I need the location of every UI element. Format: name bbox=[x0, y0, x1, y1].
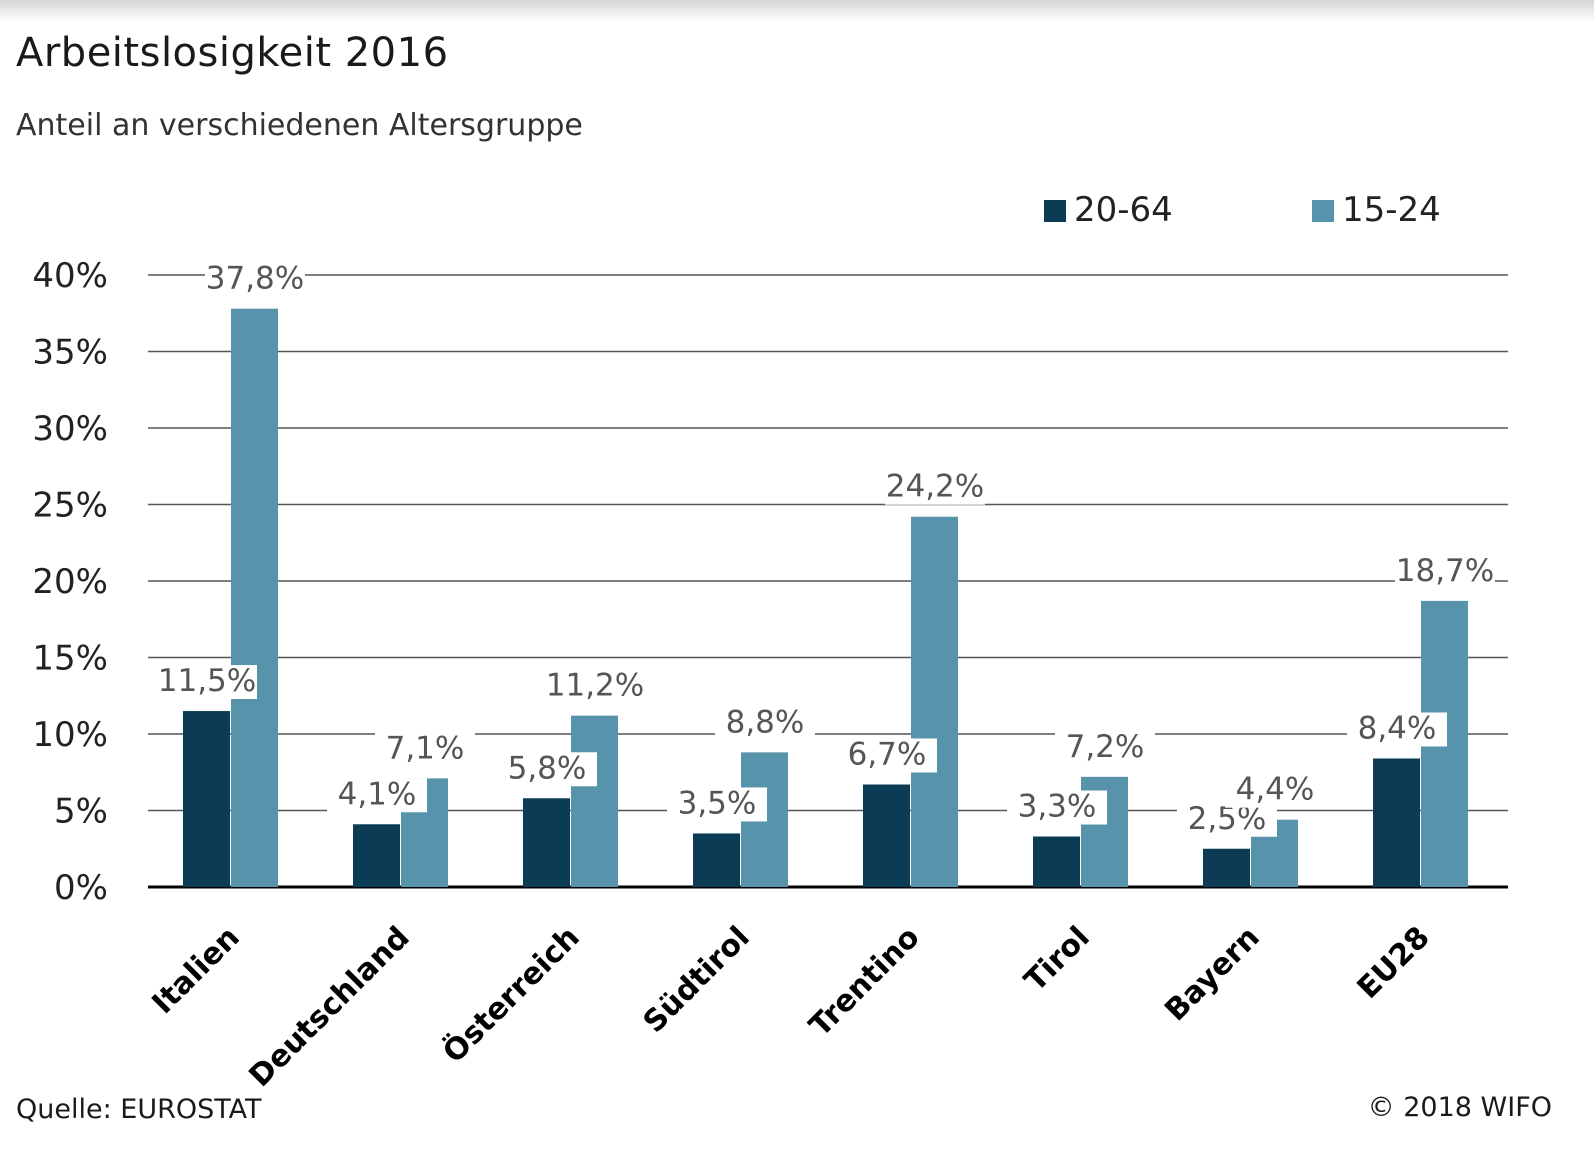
y-tick-label: 25% bbox=[32, 486, 108, 526]
x-tick-label: Bayern bbox=[1158, 920, 1266, 1028]
x-tick-label: Italien bbox=[146, 920, 247, 1021]
x-tick-label: Südtirol bbox=[637, 920, 757, 1040]
copyright-note: © 2018 WIFO bbox=[1367, 1092, 1552, 1123]
legend-label: 15-24 bbox=[1342, 190, 1441, 230]
bar-20-64-Bayern bbox=[1203, 848, 1250, 887]
bar-20-64-EU28 bbox=[1373, 758, 1420, 887]
y-axis-ticks: 0% 5% 10% 15% 20% 25% 30% 35% 40% bbox=[32, 256, 108, 908]
y-tick-label: 15% bbox=[32, 639, 108, 679]
data-label: 7,2% bbox=[1066, 729, 1145, 765]
y-tick-label: 0% bbox=[54, 868, 108, 908]
data-label-background bbox=[1395, 554, 1495, 589]
data-label: 11,5% bbox=[158, 663, 256, 699]
data-label-background bbox=[837, 738, 937, 773]
data-label-background bbox=[885, 470, 985, 505]
bar-20-64-Südtirol bbox=[693, 833, 740, 887]
bar-20-64-Tirol bbox=[1033, 836, 1080, 887]
x-tick-label: Trentino bbox=[803, 920, 927, 1044]
y-tick-label: 30% bbox=[32, 409, 108, 449]
y-tick-label: 40% bbox=[32, 256, 108, 296]
data-label: 24,2% bbox=[886, 469, 984, 505]
source-note: Quelle: EUROSTAT bbox=[16, 1094, 262, 1125]
data-label-background bbox=[1055, 730, 1155, 765]
legend-swatch-20-64 bbox=[1044, 200, 1066, 222]
legend-label: 20-64 bbox=[1074, 190, 1173, 230]
chart-title: Arbeitslosigkeit 2016 bbox=[16, 30, 449, 76]
data-label: 4,1% bbox=[338, 776, 417, 812]
data-labels: 11,5% 37,8% 4,1% 7,1% 5,8% 11,2% 3,5% 8,8% 6,7% 2… bbox=[157, 261, 1495, 837]
data-label-background bbox=[1225, 773, 1325, 808]
bar-20-64-Deutschland bbox=[353, 824, 400, 887]
bar-20-64-Trentino bbox=[863, 784, 910, 887]
bar-15-24-Italien bbox=[231, 308, 278, 887]
data-label: 11,2% bbox=[546, 668, 644, 704]
data-label: 3,5% bbox=[678, 785, 757, 821]
data-label: 6,7% bbox=[848, 736, 927, 772]
data-label: 7,1% bbox=[386, 730, 465, 766]
bar-20-64-Österreich bbox=[523, 798, 570, 887]
top-shadow-band bbox=[0, 0, 1594, 22]
data-label: 3,3% bbox=[1018, 789, 1097, 825]
data-label-background bbox=[497, 752, 597, 787]
legend-swatch-15-24 bbox=[1312, 200, 1334, 222]
data-label-background bbox=[1347, 712, 1447, 747]
data-label: 4,4% bbox=[1236, 772, 1315, 808]
bar-20-64-Italien bbox=[183, 711, 230, 887]
data-label-background bbox=[375, 732, 475, 767]
y-tick-label: 5% bbox=[54, 792, 108, 832]
data-label-background bbox=[1007, 790, 1107, 825]
y-tick-label: 35% bbox=[32, 333, 108, 373]
x-tick-label: EU28 bbox=[1351, 920, 1437, 1006]
bar-15-24-Österreich bbox=[571, 715, 618, 887]
chart-subtitle: Anteil an verschiedenen Altersgruppe bbox=[16, 108, 583, 143]
legend: 20-64 15-24 bbox=[1044, 190, 1441, 230]
data-label-background bbox=[545, 669, 645, 704]
bar-15-24-Trentino bbox=[911, 516, 958, 887]
data-label: 18,7% bbox=[1396, 553, 1494, 589]
x-tick-label: Österreich bbox=[435, 918, 587, 1070]
x-tick-label: Deutschland bbox=[242, 920, 416, 1094]
x-tick-label: Tirol bbox=[1018, 920, 1097, 999]
data-label-background bbox=[327, 778, 427, 813]
data-label-background bbox=[715, 706, 815, 741]
data-label: 8,4% bbox=[1358, 710, 1437, 746]
y-tick-label: 10% bbox=[32, 715, 108, 755]
data-label: 5,8% bbox=[508, 750, 587, 786]
data-label-background bbox=[157, 665, 257, 700]
data-label-background bbox=[667, 787, 767, 822]
data-label: 37,8% bbox=[206, 261, 304, 297]
data-label: 8,8% bbox=[726, 704, 805, 740]
data-label-background bbox=[1177, 802, 1277, 837]
y-tick-label: 20% bbox=[32, 562, 108, 602]
data-label-background bbox=[205, 262, 305, 297]
bars bbox=[183, 308, 1468, 887]
